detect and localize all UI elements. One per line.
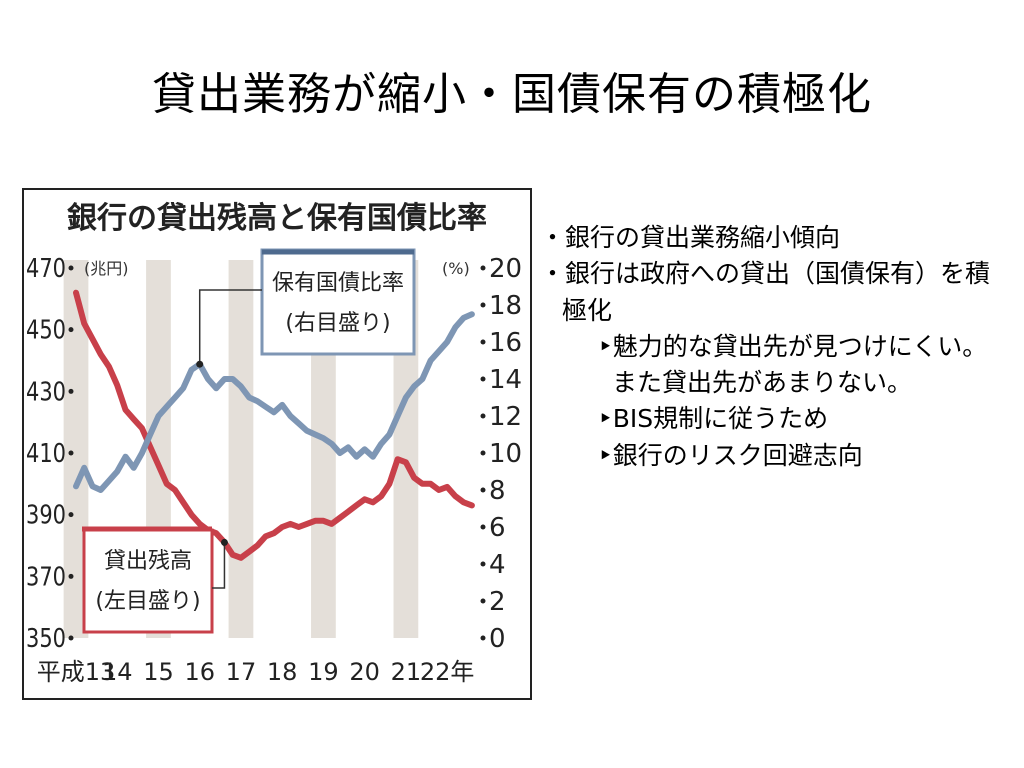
jgb-callout-axis: (右目盛り) — [285, 311, 390, 336]
right-tick-dot — [480, 413, 486, 419]
left-tick-label: 470 — [26, 254, 66, 284]
right-tick-label: 4 — [489, 550, 506, 580]
right-tick-label: 2 — [489, 587, 506, 617]
x-tick-label: 21 — [391, 658, 422, 686]
right-tick-dot — [480, 487, 486, 493]
x-tick-label: 19 — [308, 658, 339, 686]
series-callouts: 保有国債比率 (右目盛り) 貸出残高 (左目盛り) — [82, 248, 416, 634]
left-tick-label: 430 — [26, 377, 66, 407]
right-tick-label: 6 — [489, 513, 506, 543]
left-tick-dot — [68, 450, 74, 456]
right-tick-dot — [480, 524, 486, 530]
left-tick-label: 370 — [26, 562, 66, 592]
series-line-jgb-ratio — [73, 311, 475, 493]
right-tick-dot — [480, 339, 486, 345]
slide-title: 貸出業務が縮小・国債保有の積極化 — [152, 69, 872, 120]
right-tick-dot — [480, 302, 486, 308]
x-tick-label: 20 — [349, 658, 380, 686]
left-tick-dot — [68, 388, 74, 394]
x-tick-label: 14 — [102, 658, 133, 686]
bullet-subitem: ‣BIS規制に従うため — [598, 404, 829, 434]
jgb-leader-line — [198, 289, 262, 365]
left-axis-unit: (兆円) — [84, 259, 129, 278]
right-tick-dot — [480, 635, 486, 641]
left-tick-label: 390 — [26, 501, 66, 531]
left-axis-ticks: 470 450 430 410 390 370 350 — [26, 254, 74, 654]
x-tick-label: 18 — [267, 658, 298, 686]
loan-leader-line — [212, 542, 226, 589]
right-tick-label: 12 — [489, 402, 522, 432]
right-tick-label: 10 — [489, 439, 522, 469]
left-tick-label: 450 — [26, 316, 66, 346]
chart-frame: 銀行の貸出残高と保有国債比率 (兆円) (%) 470 450 430 410 390 3… — [22, 188, 532, 700]
right-tick-dot — [480, 265, 486, 271]
right-tick-label: 20 — [489, 254, 522, 284]
right-tick-label: 8 — [489, 476, 506, 506]
right-tick-dot — [480, 450, 486, 456]
x-tick-label: 22年 — [420, 658, 475, 686]
year-band — [228, 260, 254, 638]
left-tick-dot — [68, 573, 74, 579]
right-tick-label: 18 — [489, 291, 522, 321]
loan-callout-axis: (左目盛り) — [95, 589, 200, 614]
loan-leader-dot — [220, 538, 228, 546]
right-tick-dot — [480, 561, 486, 567]
jgb-callout-label: 保有国債比率 — [272, 271, 404, 296]
loan-jgb-chart: 銀行の貸出残高と保有国債比率 (兆円) (%) 4704504304103903… — [26, 201, 522, 686]
right-axis-unit: (%) — [442, 259, 470, 278]
chart-title: 銀行の貸出残高と保有国債比率 — [67, 201, 487, 236]
series-lines — [73, 289, 475, 561]
loan-callout-label: 貸出残高 — [104, 549, 192, 574]
right-tick-label: 14 — [489, 365, 522, 395]
left-tick-label: 350 — [26, 624, 66, 654]
x-tick-label: 17 — [226, 658, 257, 686]
right-tick-label: 16 — [489, 328, 522, 358]
loan-callout-box — [82, 528, 214, 634]
left-tick-dot — [68, 512, 74, 518]
bullet-list: ・銀行の貸出業務縮小傾向 ・銀行は政府への貸出（国債保有）を積極化 ‣魅力的な貸… — [540, 220, 1010, 474]
x-tick-label: 15 — [143, 658, 174, 686]
bullet-subitem: ‣銀行のリスク回避志向 — [598, 440, 863, 470]
right-tick-dot — [480, 598, 486, 604]
left-tick-dot — [68, 635, 74, 641]
jgb-callout-box — [260, 248, 416, 356]
bullet-item: ・銀行の貸出業務縮小傾向 — [540, 223, 841, 252]
bullet-subitem: ‣魅力的な貸出先が見つけにくい。また貸出先があまりない。 — [598, 331, 988, 397]
left-tick-dot — [68, 327, 74, 333]
right-tick-label: 0 — [489, 624, 506, 654]
x-tick-label: 16 — [184, 658, 215, 686]
right-tick-dot — [480, 376, 486, 382]
series-line-loans — [73, 289, 475, 561]
jgb-leader-dot — [196, 360, 204, 368]
bullet-item: ・銀行は政府への貸出（国債保有）を積極化 — [540, 259, 991, 325]
x-tick-label: 平成13 — [37, 658, 116, 686]
left-tick-label: 410 — [26, 439, 66, 469]
left-tick-dot — [68, 265, 74, 271]
